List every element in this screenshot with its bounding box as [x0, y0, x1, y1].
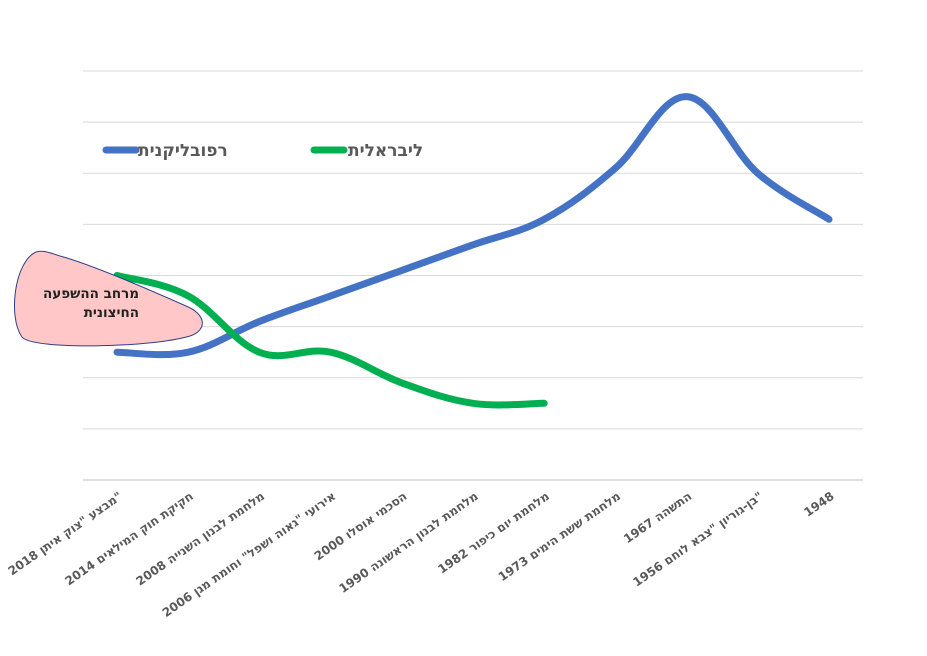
x-tick-label: 2008 מלחמת לבנון השנייה — [133, 489, 267, 588]
influence-bubble: מרחב ההשפעה החיצונית — [13, 250, 203, 347]
x-tick-labels: 2018 מבצע "צוק איתן"2014 חקיקת חוק המילא… — [6, 489, 837, 620]
annotation-text: החיצונית — [84, 305, 139, 321]
x-tick-label: 1973 מלחמת ששת הימים — [496, 489, 623, 584]
series-line-2 — [113, 272, 548, 409]
legend-label: ליבראלית — [348, 141, 423, 161]
legend: רפובליקנית ליבראלית — [102, 141, 423, 161]
x-tick-label: 1967 התשהה — [621, 489, 694, 546]
annotation-bubble-shape — [13, 250, 203, 347]
legend-label: רפובליקנית — [138, 141, 228, 161]
x-tick-label: 1956 בן-גוריון "צבא לוחם" — [630, 489, 765, 589]
grid-lines — [83, 70, 863, 430]
annotation-text: מרחב ההשפעה — [43, 286, 139, 302]
x-tick-label: 1990 מלחמת לבנון הראשונה — [336, 489, 480, 596]
x-tick-label: 2014 חקיקת חוק המילאים — [62, 489, 195, 588]
x-tick-label: 1948 — [801, 489, 836, 520]
series-lines — [113, 93, 833, 409]
series-line-1 — [113, 93, 833, 359]
x-tick-label: 2018 מבצע "צוק איתן" — [6, 489, 125, 578]
